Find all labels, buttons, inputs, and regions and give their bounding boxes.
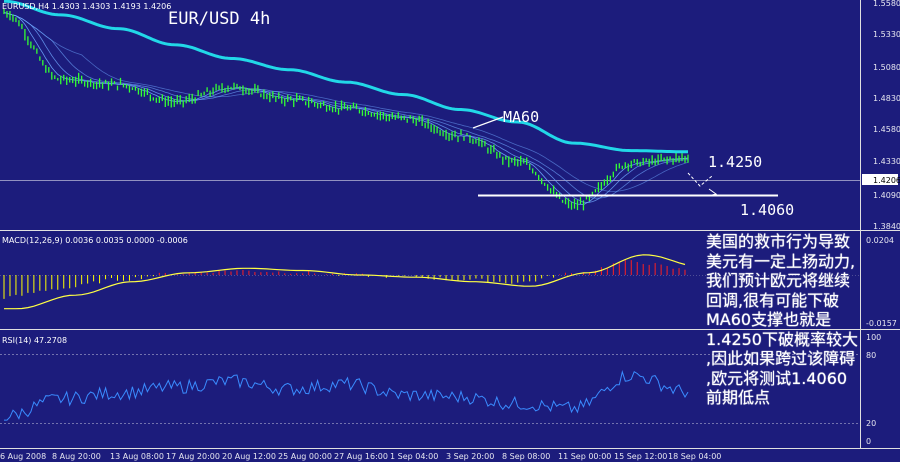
price-tick: 1.5330: [873, 30, 900, 39]
indicator-axis: 0.0204 -0.0157 100 80 20 0: [866, 236, 897, 446]
note-line: ,因此如果跨过该障碍: [706, 349, 856, 368]
macd-tick: -0.0157: [866, 319, 897, 328]
time-axis: 6 Aug 2008 8 Aug 20:00 13 Aug 08:00 17 A…: [0, 452, 721, 461]
price-tick: 1.4090: [873, 191, 900, 200]
rsi-tick: 20: [866, 419, 876, 428]
moving-average-line: [3, 12, 689, 203]
ma60-pointer: [472, 116, 504, 129]
price-axis: 1.5580 1.5330 1.5080 1.4830 1.4580 1.433…: [862, 0, 900, 231]
time-tick: 1 Sep 04:00: [390, 452, 438, 461]
time-tick: 8 Sep 08:00: [502, 452, 550, 461]
time-tick: 8 Aug 20:00: [52, 452, 101, 461]
price-tick: 1.4830: [873, 94, 900, 103]
time-tick: 20 Aug 12:00: [222, 452, 276, 461]
rsi-header: RSI(14) 47.2708: [2, 336, 67, 345]
time-tick: 25 Aug 00:00: [278, 452, 332, 461]
macd-histogram: [3, 260, 686, 299]
macd-signal-line: [4, 254, 686, 310]
time-tick: 27 Aug 16:00: [334, 452, 388, 461]
analysis-note: 美国的救市行为导致 美元有一定上扬动力, 我们预计欧元将继续 回调,很有可能下破…: [706, 232, 898, 408]
time-tick: 11 Sep 00:00: [558, 452, 611, 461]
price-tick: 1.5080: [873, 63, 900, 72]
note-line: 1.4250下破概率较大: [706, 329, 858, 349]
main-header: EURUSD,H4 1.4303 1.4303 1.4193 1.4206: [2, 2, 171, 11]
support-label: 1.4060: [740, 201, 794, 219]
projection-arrow: [687, 172, 713, 187]
time-tick: 18 Sep 04:00: [668, 452, 721, 461]
time-tick: 15 Sep 12:00: [614, 452, 667, 461]
note-line: MA60支撑也就是: [706, 310, 832, 329]
moving-average-line: [3, 12, 689, 199]
ma60-line: [3, 0, 688, 154]
price-tick: 1.4330: [873, 157, 900, 166]
rsi-tick: 80: [866, 351, 876, 360]
current-price-marker: [862, 174, 898, 185]
time-tick: 13 Aug 08:00: [110, 452, 164, 461]
price-candles: [3, 8, 689, 211]
moving-average-line: [3, 12, 689, 193]
macd-header: MACD(12,26,9) 0.0036 0.0035 0.0000 -0.00…: [2, 236, 188, 245]
time-tick: 17 Aug 20:00: [166, 452, 220, 461]
price-tick: 1.5580: [873, 0, 900, 8]
note-line: 我们预计欧元将继续: [706, 271, 851, 290]
current-price-label: 1.4206: [873, 176, 900, 185]
note-line: ,欧元将测试1.4060: [706, 368, 848, 388]
note-line: 美国的救市行为导致: [706, 232, 851, 251]
price-tick: 1.4580: [873, 125, 900, 134]
note-line: 美元有一定上扬动力,: [706, 251, 856, 271]
note-line: 前期低点: [706, 388, 771, 407]
time-tick: 3 Sep 20:00: [446, 452, 494, 461]
time-tick: 6 Aug 2008: [0, 452, 46, 461]
price-tick: 1.3840: [873, 222, 900, 231]
rsi-tick: 0: [866, 437, 871, 446]
arrow-head-icon: [707, 188, 718, 197]
chart-title: EUR/USD 4h: [168, 9, 270, 29]
main-panel: [0, 0, 860, 230]
rsi-line: [4, 370, 689, 421]
resistance-label: 1.4250: [708, 153, 762, 171]
rsi-tick: 100: [866, 333, 881, 342]
note-line: 回调,很有可能下破: [706, 290, 840, 310]
macd-tick: 0.0204: [866, 236, 894, 245]
ma60-label: MA60: [503, 108, 539, 126]
